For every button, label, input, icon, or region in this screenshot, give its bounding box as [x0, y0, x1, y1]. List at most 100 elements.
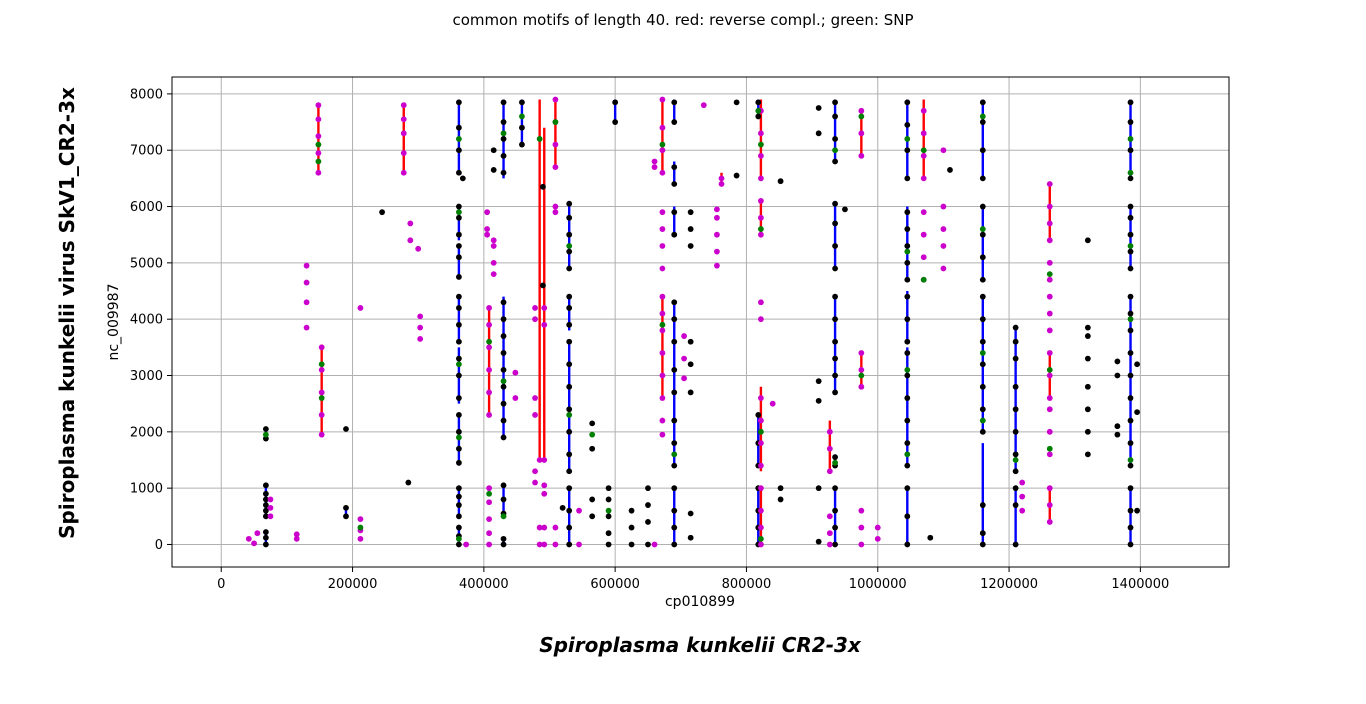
forward-point: [500, 496, 507, 503]
forward-point: [904, 276, 911, 283]
forward-point: [1134, 361, 1140, 368]
forward-point: [519, 141, 525, 148]
reverse-point: [576, 507, 582, 514]
forward-point: [589, 420, 596, 427]
forward-point: [456, 459, 462, 466]
forward-point: [832, 454, 838, 461]
reverse-point: [532, 316, 538, 323]
reverse-point: [758, 440, 764, 446]
forward-point: [262, 534, 269, 541]
reverse-point: [769, 400, 776, 407]
x-tick-label: 1400000: [1111, 577, 1169, 592]
reverse-point: [1046, 276, 1053, 283]
forward-point: [379, 209, 385, 216]
forward-point: [904, 175, 911, 182]
forward-point: [777, 485, 784, 492]
forward-point: [456, 428, 462, 435]
forward-point: [671, 316, 678, 323]
reverse-point: [758, 395, 764, 401]
forward-point: [566, 248, 573, 255]
y-tick-label: 6000: [130, 200, 163, 215]
reverse-point: [1046, 310, 1053, 317]
forward-point: [1084, 406, 1091, 413]
reverse-point: [532, 395, 538, 401]
reverse-point: [315, 150, 322, 156]
forward-point: [904, 316, 911, 323]
forward-point: [1134, 507, 1140, 514]
forward-point: [566, 507, 573, 514]
forward-point: [832, 507, 838, 514]
forward-point: [456, 321, 462, 328]
forward-point: [671, 524, 678, 531]
reverse-point: [486, 321, 492, 328]
forward-point: [815, 397, 822, 404]
forward-point: [519, 99, 525, 106]
snp-point: [1127, 243, 1134, 249]
forward-point: [1127, 265, 1134, 272]
reverse-point: [659, 169, 666, 176]
forward-point: [500, 299, 507, 306]
forward-point: [671, 99, 678, 106]
snp-point: [758, 226, 764, 232]
forward-point: [612, 119, 619, 125]
forward-point: [1084, 324, 1091, 331]
forward-point: [1084, 333, 1091, 339]
forward-point: [456, 541, 462, 548]
reverse-point: [659, 327, 666, 334]
x-tick-label: 0: [217, 577, 225, 592]
forward-point: [456, 214, 462, 221]
reverse-point: [552, 164, 559, 171]
x-tick-label: 1200000: [980, 577, 1038, 592]
x-tick-label: 200000: [328, 577, 378, 592]
forward-point: [1127, 372, 1134, 379]
forward-point: [1127, 507, 1134, 514]
reverse-point: [486, 412, 492, 418]
reverse-point: [1046, 395, 1053, 401]
snp-point: [566, 243, 573, 249]
forward-point: [832, 136, 838, 142]
forward-point: [566, 383, 573, 390]
forward-point: [500, 383, 507, 390]
forward-point: [456, 338, 462, 345]
forward-point: [645, 519, 651, 525]
reverse-point: [874, 524, 881, 531]
reverse-point: [400, 130, 407, 137]
forward-point: [589, 445, 596, 452]
reverse-point: [1046, 451, 1053, 458]
reverse-point: [659, 147, 666, 154]
reverse-point: [858, 383, 865, 390]
snp-point: [832, 459, 838, 466]
plot-frame: [171, 76, 1230, 568]
reverse-point: [541, 524, 548, 531]
reverse-point: [858, 524, 865, 531]
reverse-point: [681, 333, 687, 339]
reverse-point: [303, 324, 310, 331]
forward-point: [343, 426, 349, 432]
forward-point: [815, 485, 822, 492]
reverse-point: [940, 147, 947, 154]
reverse-point: [400, 169, 407, 176]
forward-point: [979, 361, 986, 368]
forward-point: [1127, 175, 1134, 182]
reverse-point: [659, 209, 666, 216]
forward-point: [832, 316, 838, 323]
forward-point: [979, 541, 986, 548]
forward-point: [456, 293, 462, 300]
forward-point: [500, 417, 507, 424]
snp-point: [605, 507, 612, 514]
snp-point: [832, 147, 838, 154]
forward-point: [979, 175, 986, 182]
reverse-point: [1019, 507, 1026, 514]
forward-point: [832, 220, 838, 227]
forward-point: [979, 99, 986, 106]
forward-point: [979, 147, 986, 154]
forward-point: [262, 426, 269, 432]
forward-point: [566, 200, 573, 207]
reverse-point: [251, 540, 257, 547]
forward-point: [832, 485, 838, 492]
reverse-point: [1046, 327, 1053, 334]
reverse-point: [532, 305, 538, 311]
snp-point: [357, 524, 364, 531]
reverse-point: [400, 116, 407, 123]
snp-point: [979, 226, 986, 232]
